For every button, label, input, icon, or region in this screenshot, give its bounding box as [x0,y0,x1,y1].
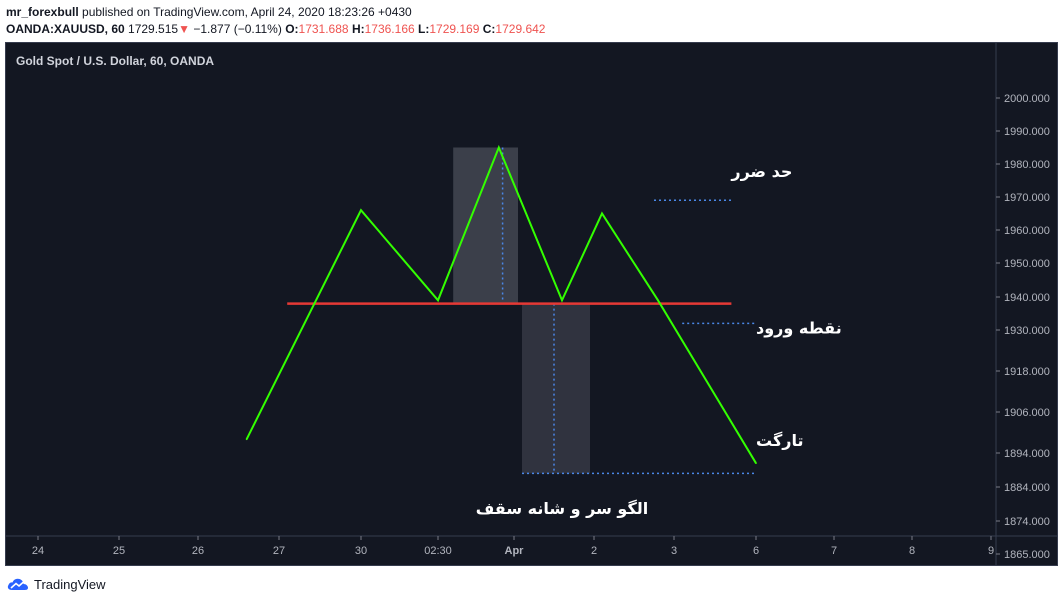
chart-title: Gold Spot / U.S. Dollar, 60, OANDA [16,54,214,68]
chart-panel[interactable]: Gold Spot / U.S. Dollar, 60, OANDA 2000.0… [5,42,1058,566]
high-value: 1736.166 [364,22,415,36]
pattern-point [657,299,659,302]
y-tick-label: 2000.000 [1004,93,1050,105]
pattern-point [755,462,757,465]
x-tick-label: 7 [831,545,837,557]
close-value: 1729.642 [495,22,546,36]
x-tick-label: Apr [505,545,525,557]
y-tick-label: 1940.000 [1004,292,1050,304]
y-tick-label: 1918.000 [1004,366,1050,378]
published-text: published on TradingView.com, April 24, … [82,5,412,19]
down-arrow-icon: ▼ [178,22,190,36]
x-tick-label: 3 [671,545,677,557]
pattern-point [360,209,362,211]
tradingview-cloud-icon [7,578,28,590]
x-tick-label: 24 [32,545,44,557]
y-tick-label: 1874.000 [1004,516,1050,528]
pattern-point [245,438,248,441]
head-and-shoulders-line [245,144,757,464]
open-value: 1731.688 [298,22,349,36]
low-label: L: [418,22,430,36]
y-tick-label: 1950.000 [1004,258,1050,270]
annotation-label: تارگت [756,431,803,450]
annotation-label: نقطه ورود [756,318,842,337]
y-tick-label: 1970.000 [1004,192,1050,204]
x-tick-label: 27 [273,545,285,557]
x-tick-label: 2 [591,545,597,557]
y-tick-label: 1990.000 [1004,126,1050,138]
pattern-point [601,212,603,215]
measure-box [522,303,590,474]
pattern-point [561,299,563,302]
pattern-point [498,146,500,149]
y-tick-label: 1906.000 [1004,407,1050,419]
author-name[interactable]: mr_forexbull [6,5,79,19]
x-tick-label: 8 [909,545,915,557]
last-price: 1729.515 [128,22,179,36]
close-label: C: [482,22,496,36]
x-tick-label: 25 [113,545,125,557]
symbol-label: OANDA:XAUUSD, 60 [6,22,125,36]
open-label: O: [285,22,299,36]
y-tick-label: 1894.000 [1004,448,1050,460]
tradingview-footer[interactable]: TradingView [6,573,106,595]
tradingview-brand: TradingView [34,576,106,592]
price-change: −1.877 (−0.11%) [193,22,282,36]
high-label: H: [351,22,365,36]
measure-box [453,147,518,304]
quote-legend: OANDA:XAUUSD, 60 1729.515▼ −1.877 (−0.11… [6,22,545,38]
y-tick-label: 1930.000 [1004,325,1050,337]
annotation-label: الگو سر و شانه سقف [476,499,649,518]
y-tick-label: 1884.000 [1004,482,1050,494]
x-tick-label: 30 [355,545,367,557]
publication-info: mr_forexbull published on TradingView.co… [6,5,412,21]
y-tick-label: 1865.000 [1004,549,1050,561]
x-tick-label: 9 [988,545,994,557]
x-tick-label: 26 [192,545,204,557]
y-tick-label: 1960.000 [1004,225,1050,237]
y-tick-label: 1980.000 [1004,159,1050,171]
x-tick-label: 02:30 [424,545,452,557]
price-chart[interactable]: Gold Spot / U.S. Dollar, 60, OANDA 2000.0… [6,43,1057,565]
x-tick-label: 6 [753,545,759,557]
annotation-label: حد ضرر [730,162,792,181]
low-value: 1729.169 [429,22,480,36]
pattern-point [437,299,439,302]
